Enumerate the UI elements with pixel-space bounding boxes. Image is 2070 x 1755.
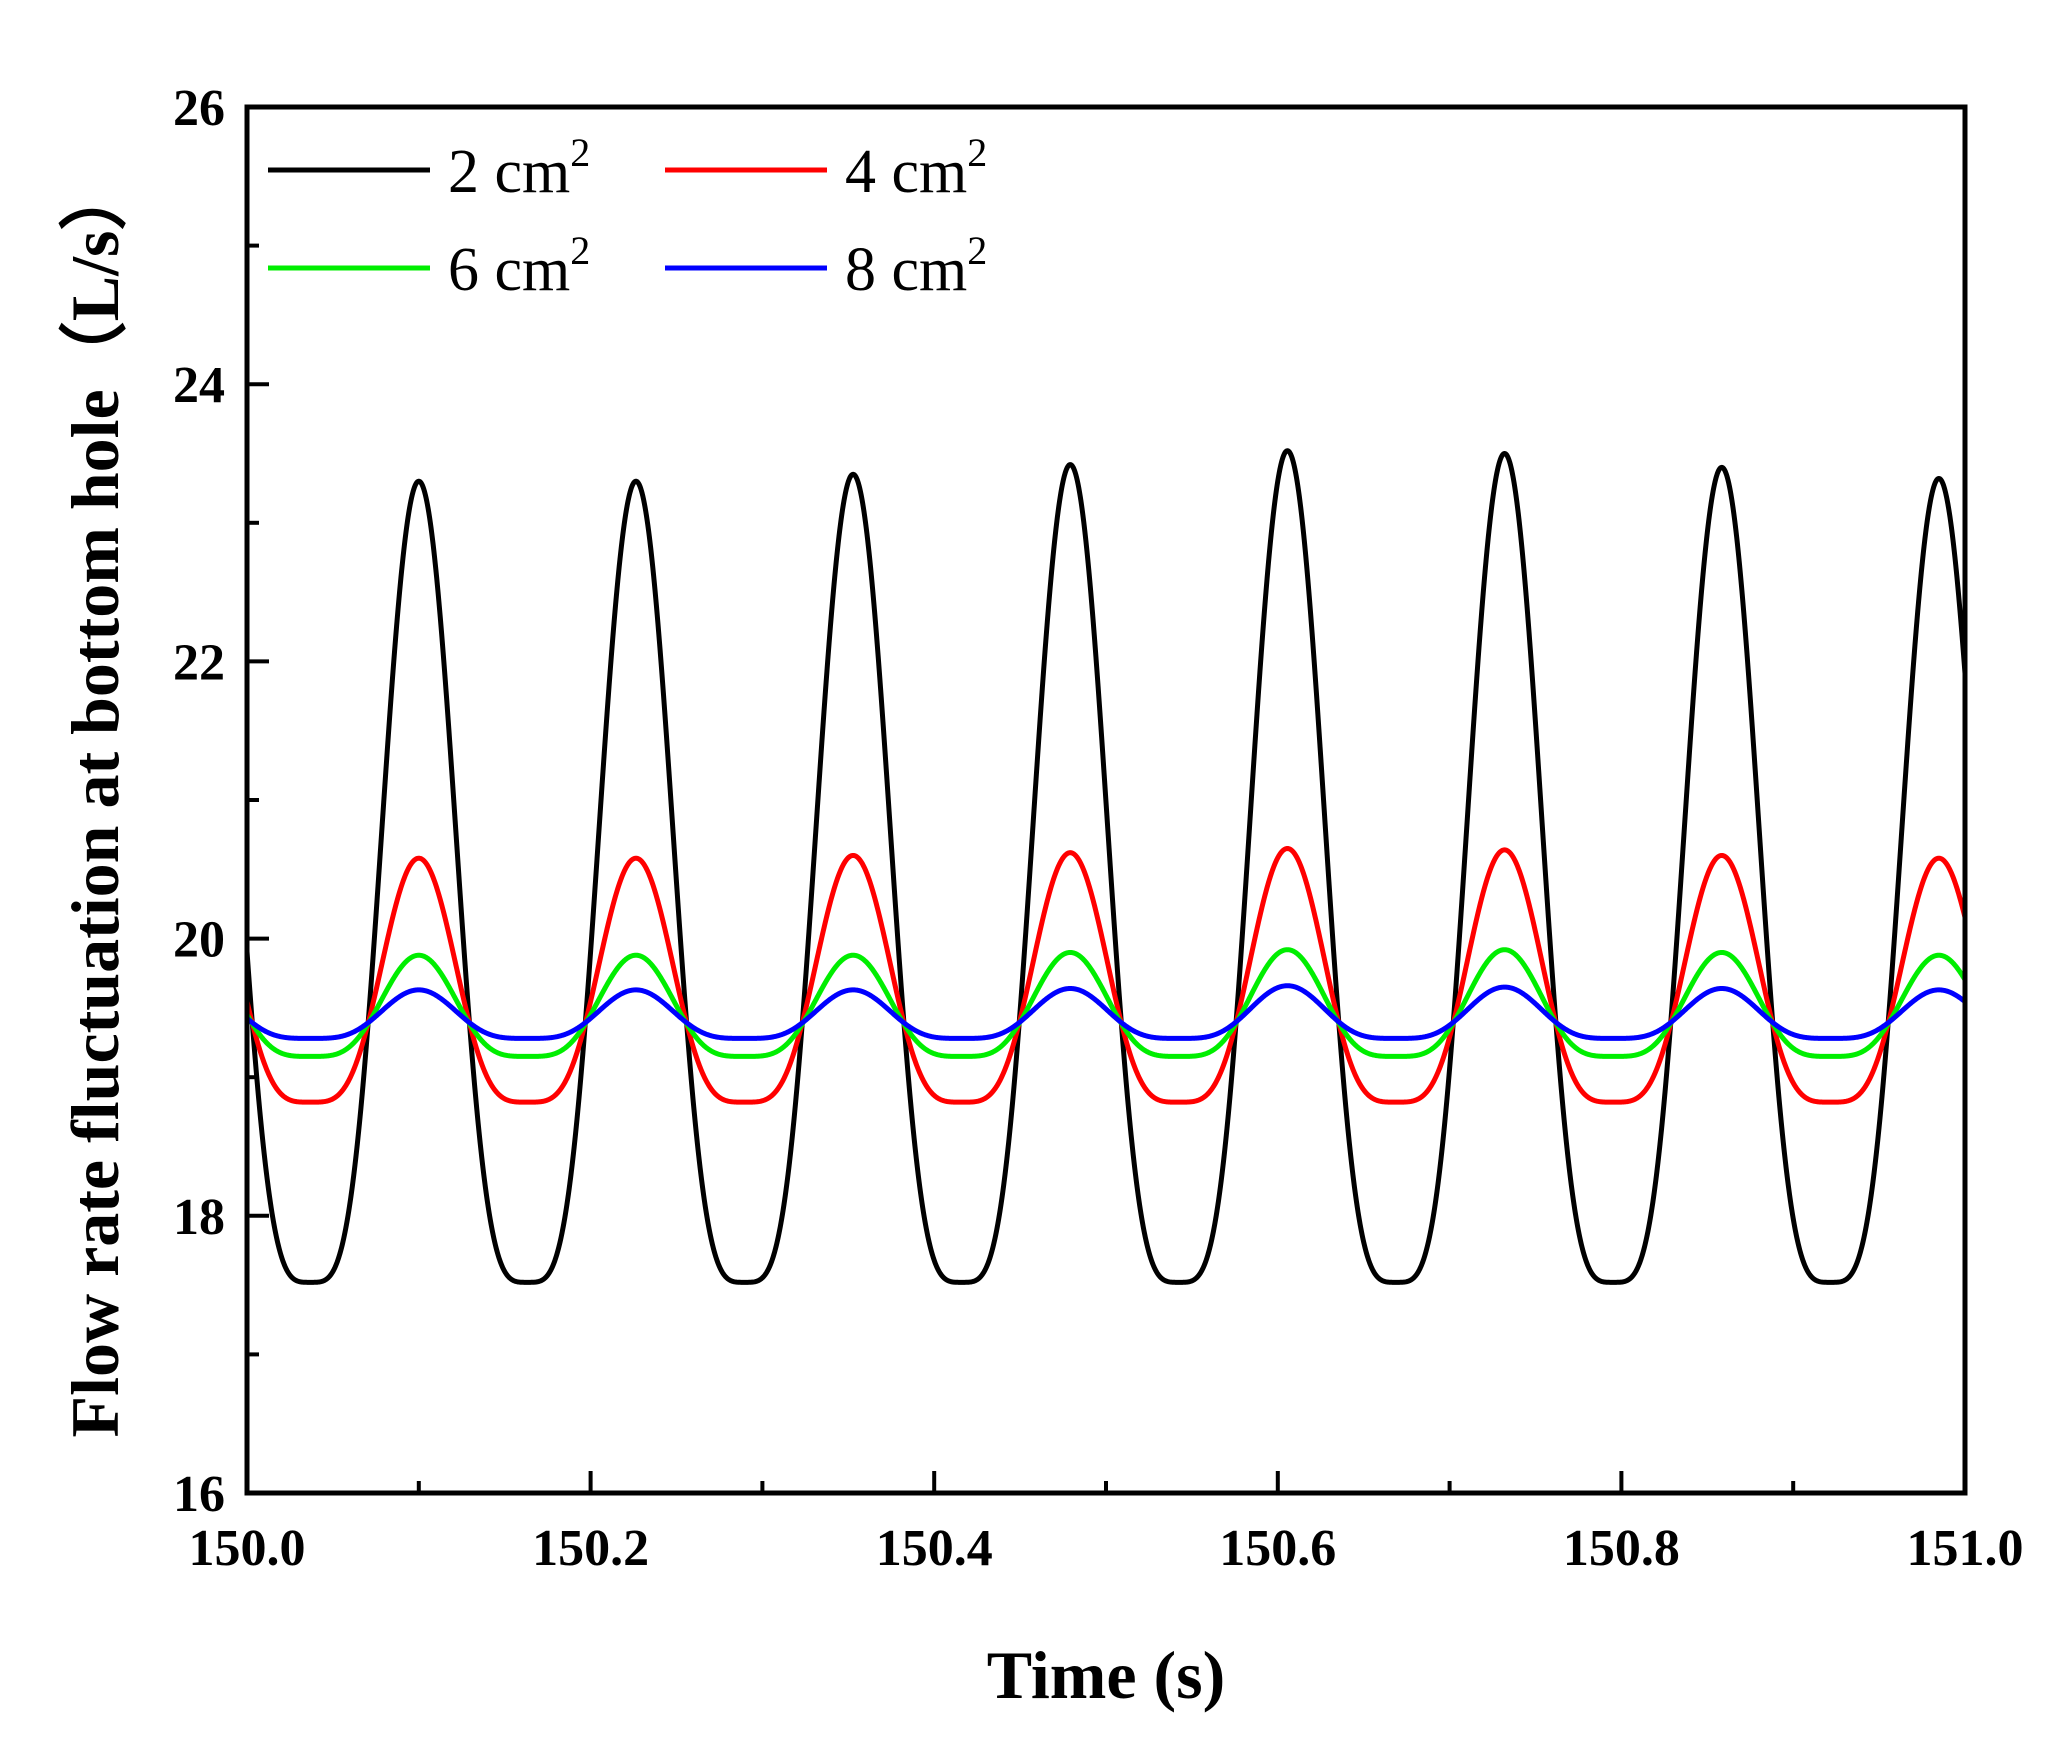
series-line-2 <box>247 846 1965 1105</box>
y-tick-label: 20 <box>173 912 225 969</box>
legend-label-text: 4 cm <box>845 138 967 206</box>
x-tick-label: 150.0 <box>189 1520 306 1577</box>
legend-label-superscript: 2 <box>967 130 987 175</box>
x-tick-label: 151.0 <box>1907 1520 2024 1577</box>
y-tick-label: 24 <box>173 357 225 414</box>
plot-area-frame <box>244 104 1968 1496</box>
x-tick-label: 150.6 <box>1219 1520 1336 1577</box>
x-tick-label: 150.4 <box>876 1520 993 1577</box>
x-axis-title: Time (s) <box>987 1637 1226 1713</box>
y-axis-title: Flow rate fluctuation at bottom hole（L/s… <box>57 163 133 1438</box>
series-lines <box>247 448 1965 1285</box>
y-tick-label: 18 <box>173 1189 225 1246</box>
x-tick-label: 150.2 <box>532 1520 649 1577</box>
legend-label-text: 2 cm <box>448 138 570 206</box>
axis-tick-labels: 150.0 150.2 150.4 150.6 150.8 151.01618202224… <box>173 80 2024 1577</box>
legend-label-text: 6 cm <box>448 236 570 304</box>
series-line-1 <box>247 448 1965 1285</box>
y-tick-label: 22 <box>173 634 225 691</box>
series-line-4 <box>247 983 1965 1041</box>
y-tick-label: 26 <box>173 80 225 137</box>
legend-label-1: 2 cm2 <box>448 130 590 206</box>
legend-label-superscript: 2 <box>967 228 987 273</box>
series-line-3 <box>247 947 1965 1059</box>
legend-label-3: 6 cm2 <box>448 228 590 304</box>
legend-label-text: 8 cm <box>845 236 967 304</box>
legend-label-superscript: 2 <box>570 228 590 273</box>
legend-label-superscript: 2 <box>570 130 590 175</box>
legend-label-2: 4 cm2 <box>845 130 987 206</box>
legend-label-4: 8 cm2 <box>845 228 987 304</box>
x-tick-label: 150.8 <box>1563 1520 1680 1577</box>
y-tick-label: 16 <box>173 1466 225 1523</box>
